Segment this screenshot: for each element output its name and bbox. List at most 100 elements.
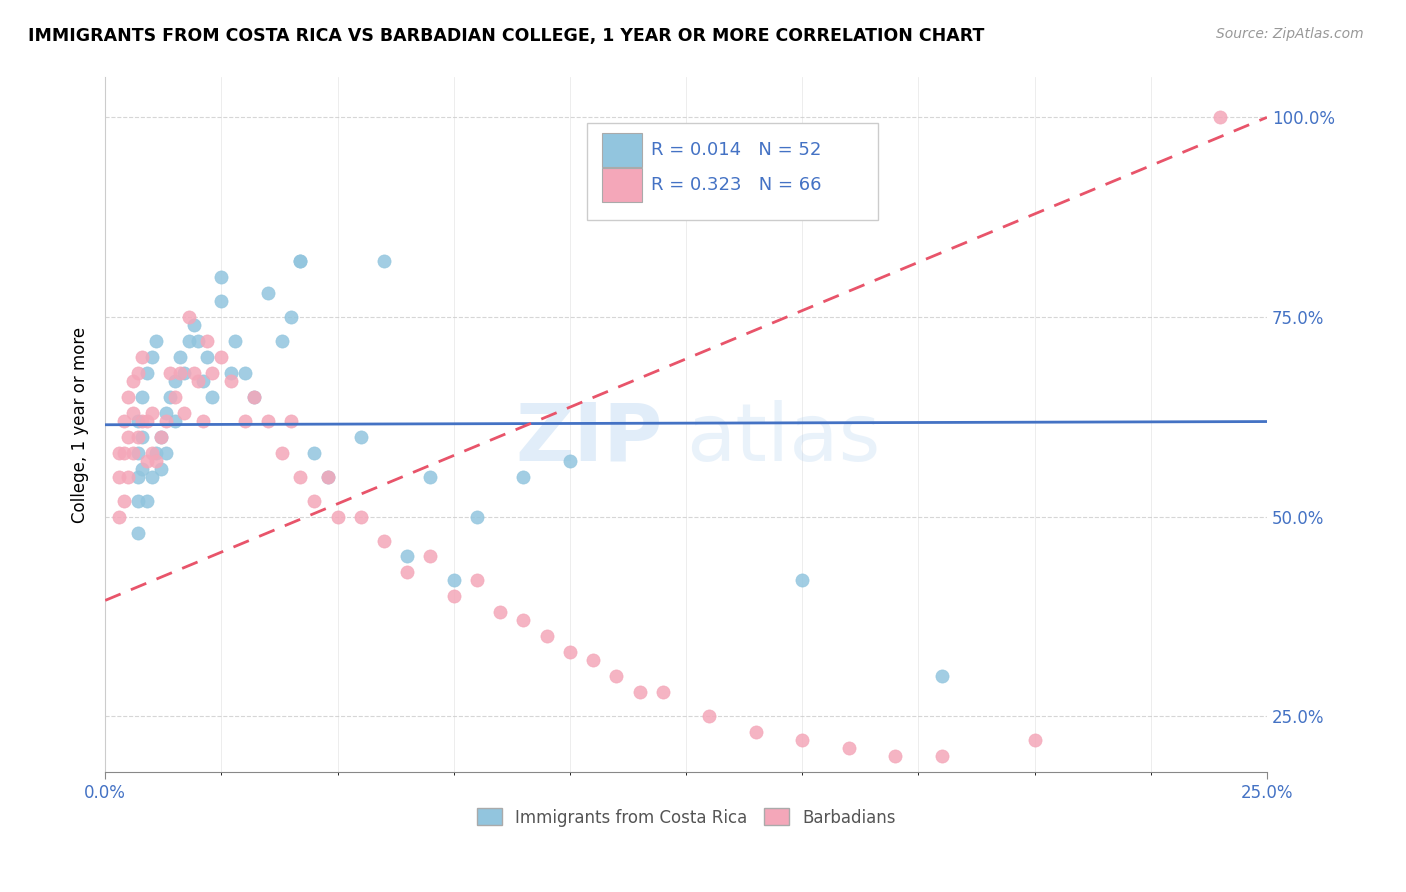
Point [145,334,167,348]
Point [131,461,153,475]
Point [419,549,441,564]
Point [443,590,465,604]
Point [201,390,224,404]
Point [141,350,163,364]
Point [884,749,907,764]
Point [127,414,149,428]
Point [536,629,558,643]
Point [582,653,605,667]
Point [136,366,159,380]
Point [373,533,395,548]
FancyBboxPatch shape [602,134,643,168]
Point [149,461,172,475]
Point [127,469,149,483]
Point [628,685,651,699]
Point [280,414,302,428]
Point [792,733,814,747]
Text: Source: ZipAtlas.com: Source: ZipAtlas.com [1216,27,1364,41]
Point [149,430,172,444]
Text: R = 0.323   N = 66: R = 0.323 N = 66 [651,176,821,194]
Point [280,310,302,324]
Point [108,445,131,459]
Point [177,310,200,324]
Point [304,445,326,459]
Point [131,430,153,444]
Point [117,390,139,404]
Point [108,509,131,524]
Point [177,334,200,348]
Point [257,285,280,300]
Point [233,414,256,428]
Point [131,390,153,404]
Point [290,469,312,483]
Text: R = 0.014   N = 52: R = 0.014 N = 52 [651,141,821,160]
Point [136,414,159,428]
Point [173,406,195,420]
Point [159,366,181,380]
Point [243,390,266,404]
Point [145,445,167,459]
Point [290,254,312,268]
Point [605,669,627,683]
Point [326,509,349,524]
Point [131,414,153,428]
Point [163,374,186,388]
Point [117,430,139,444]
Point [350,509,373,524]
Text: IMMIGRANTS FROM COSTA RICA VS BARBADIAN COLLEGE, 1 YEAR OR MORE CORRELATION CHAR: IMMIGRANTS FROM COSTA RICA VS BARBADIAN … [28,27,984,45]
Point [304,493,326,508]
Point [270,445,292,459]
Point [136,453,159,467]
Point [512,613,534,627]
Point [651,685,673,699]
Point [127,366,149,380]
Point [316,469,339,483]
Point [141,469,163,483]
Point [209,350,232,364]
Legend: Immigrants from Costa Rica, Barbadians: Immigrants from Costa Rica, Barbadians [470,802,903,833]
Point [1209,111,1232,125]
Point [209,270,232,285]
Point [145,453,167,467]
Point [697,709,720,723]
Point [108,469,131,483]
Point [187,374,209,388]
Point [373,254,395,268]
Point [183,318,205,332]
Point [122,374,145,388]
Point [127,430,149,444]
FancyBboxPatch shape [602,168,643,202]
Text: atlas: atlas [686,400,880,477]
Point [396,566,419,580]
Point [163,390,186,404]
Point [838,741,860,756]
Point [558,645,581,659]
Point [1024,733,1046,747]
Point [163,414,186,428]
Point [443,574,465,588]
Point [465,574,488,588]
Point [257,414,280,428]
Point [122,445,145,459]
Point [141,445,163,459]
Point [243,390,266,404]
Point [201,366,224,380]
Point [122,406,145,420]
Point [197,334,219,348]
Point [169,350,191,364]
Point [233,366,256,380]
Point [136,493,159,508]
Point [155,414,177,428]
Point [117,469,139,483]
Point [219,374,242,388]
Point [141,406,163,420]
Point [219,366,242,380]
Point [224,334,246,348]
Point [191,414,214,428]
Point [931,749,953,764]
Point [290,254,312,268]
Point [131,350,153,364]
Point [931,669,953,683]
Point [112,414,135,428]
Point [127,525,149,540]
